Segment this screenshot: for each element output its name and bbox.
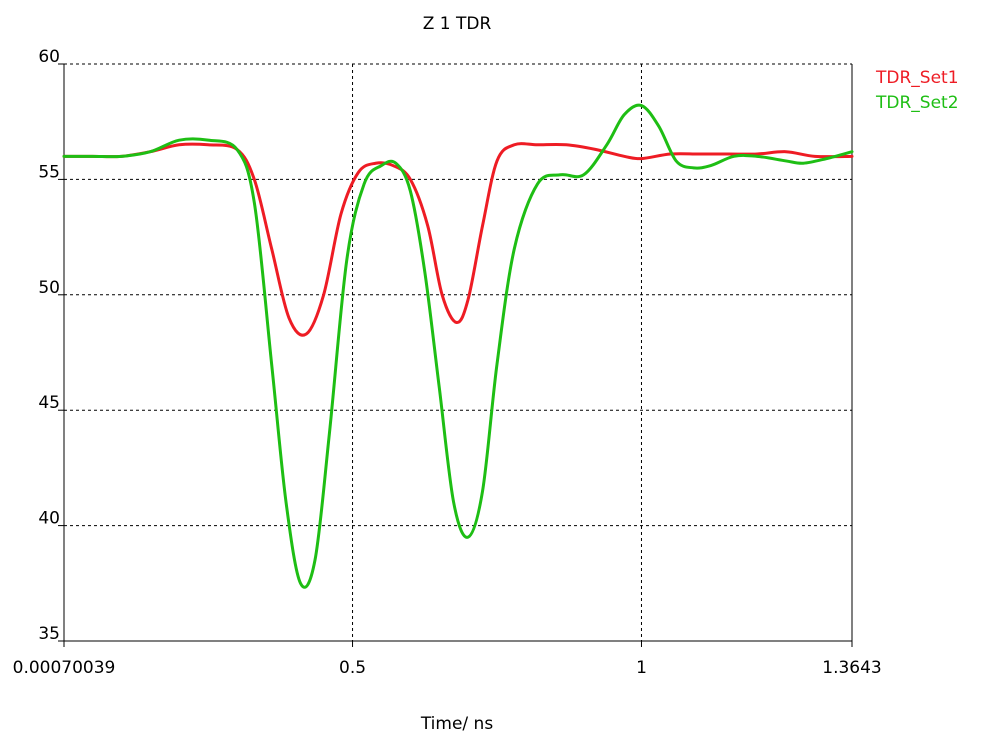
- y-tick-label: 35: [38, 624, 60, 644]
- x-tick-label: 0.00070039: [13, 658, 116, 678]
- x-tick-label: 1: [636, 658, 647, 678]
- y-tick-label: 45: [38, 393, 60, 413]
- series-line-tdr-set2: [62, 103, 854, 589]
- legend: TDR_Set1 TDR_Set2: [875, 68, 959, 113]
- y-tick-label: 60: [38, 47, 60, 67]
- x-axis-label: Time/ ns: [420, 714, 494, 734]
- grid-lines: [64, 63, 852, 641]
- x-tick-label: 0.5: [339, 658, 366, 678]
- y-tick-label: 55: [38, 162, 60, 182]
- series-group: [62, 103, 854, 589]
- axes: [58, 63, 853, 647]
- y-tick-label: 50: [38, 278, 60, 298]
- y-tick-label: 40: [38, 509, 60, 529]
- x-tick-labels: 0.00070039 0.5 1 1.3643: [13, 658, 882, 678]
- y-tick-labels: 60 55 50 45 40 35: [38, 47, 60, 644]
- chart-title: Z 1 TDR: [423, 14, 492, 34]
- legend-entry-tdr-set2: TDR_Set2: [875, 93, 959, 113]
- legend-entry-tdr-set1: TDR_Set1: [875, 68, 959, 88]
- series-line-tdr-set1: [62, 142, 854, 337]
- x-tick-label: 1.3643: [822, 658, 881, 678]
